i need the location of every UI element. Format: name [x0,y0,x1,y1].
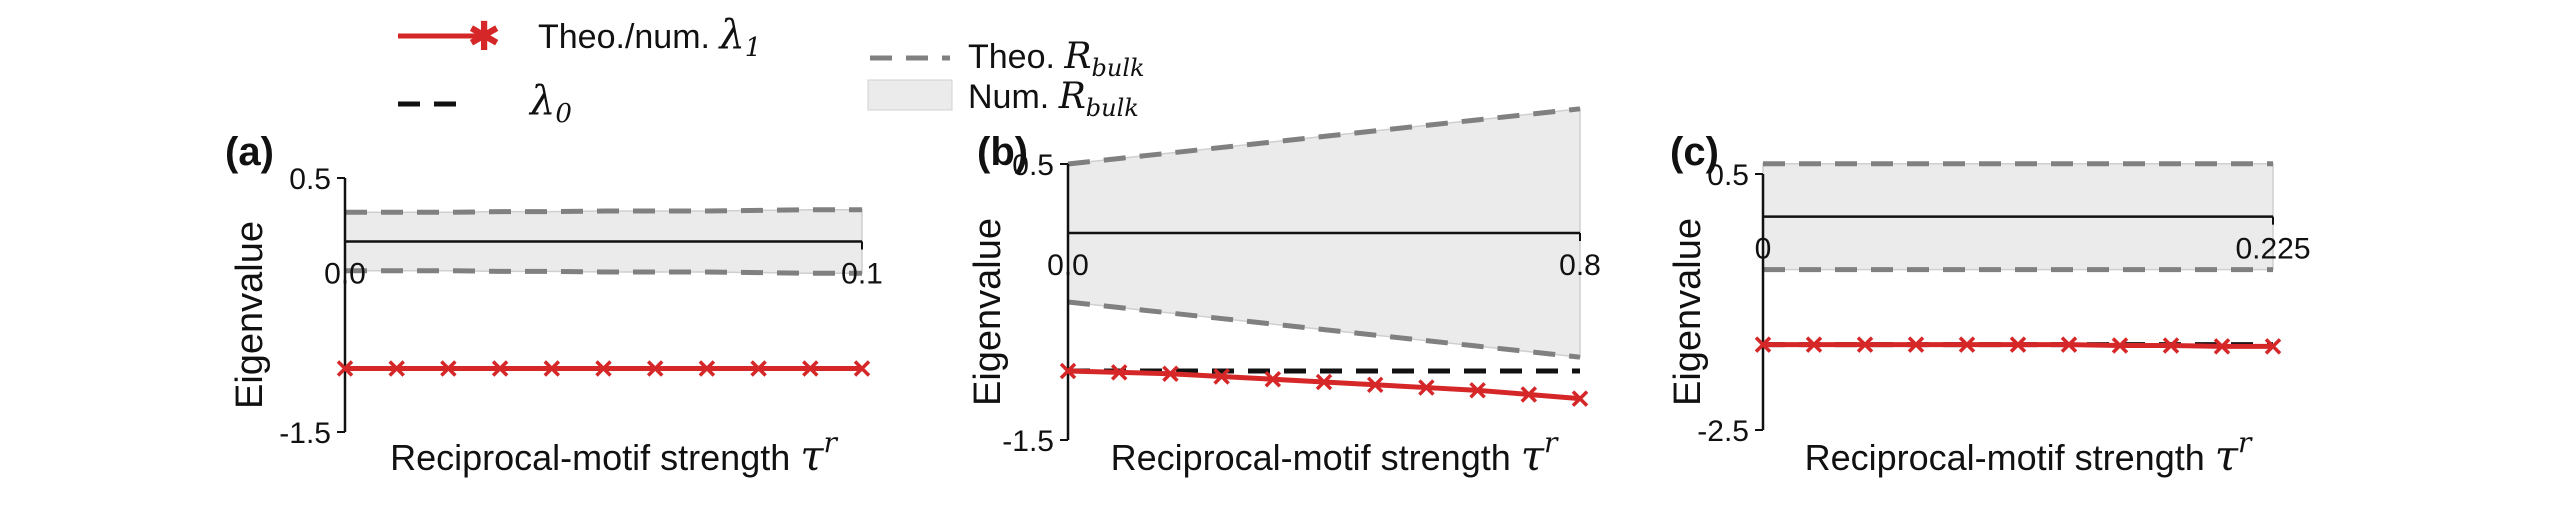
lambda1-point [698,360,716,377]
lambda1-point [2162,337,2180,354]
y-axis-label: Eigenvalue [967,218,1009,406]
x-tick-label: 0.225 [2235,233,2310,266]
x-tick-label: 0.0 [1047,249,1089,282]
lambda1-point [802,360,819,377]
lambda1-point [2264,338,2282,355]
legend-marker-lambda1: ✱ [467,14,501,60]
lambda1-point [750,360,767,377]
panel-label: (c) [1670,130,1719,174]
chart-panel-2: 0.5 -2.5 0 0.225 (c) Eigenvalue Reciprocal-mot… [1667,130,2311,480]
bulk-lower-theo-line [345,268,862,276]
chart-panel-0: 0.5 -1.5 0.0 0.1 (a) Eigenvalue Reciprocal-mot… [225,130,883,480]
lambda1-point [1315,373,1333,391]
lambda1-point [336,360,354,377]
legend: ✱ Theo./num. λ1 λ0 Theo. Rbulk Num. Rbul… [398,12,1145,129]
lambda1-point [2060,336,2078,353]
lambda1-point [1110,364,1128,381]
lambda1-point [1162,365,1179,382]
x-tick-label: 0.1 [841,258,883,291]
legend-item-lambda0: λ0 [398,78,572,129]
lambda1-point [1805,336,1823,353]
chart-panel-1: 0.5 -1.5 0.0 0.8 (b) Eigenvalue Reciprocal-mot… [967,106,1601,480]
x-axis-label: Reciprocal-motif strength τr [390,426,838,480]
bulk-upper-theo-line [345,207,862,215]
lambda1-point [1264,371,1282,388]
x-tick-label: 0 [1755,233,1772,266]
panel-label: (a) [225,130,274,174]
lambda1-point [646,360,664,377]
legend-item-lambda1: ✱ Theo./num. λ1 [398,12,761,63]
y-tick-label: -1.5 [1002,425,1054,458]
lambda1-point [2111,337,2129,354]
lambda1-point [595,360,612,377]
x-tick-label: 0.0 [324,258,366,291]
y-tick-label: 0.5 [289,163,331,196]
lambda1-point [388,360,405,377]
x-tick-label: 0.8 [1559,249,1601,282]
lambda1-point [1469,382,1486,399]
legend-swatch-num-bulk [867,79,953,111]
lambda1-point [2009,336,2027,353]
y-axis-label: Eigenvalue [229,221,271,409]
lambda1-point [1754,336,1772,353]
panel-label: (b) [977,130,1028,174]
lambda1-point [440,360,457,377]
lambda1-point [1366,376,1384,394]
lambda1-point [853,360,871,377]
y-axis-label: Eigenvalue [1667,218,1709,406]
x-axis-label: Reciprocal-motif strength τr [1805,426,2253,480]
legend-label-theo-bulk: Theo. Rbulk [968,36,1145,82]
lambda1-point [1571,390,1589,407]
lambda1-point [1520,386,1538,403]
lambda1-point [1958,336,1976,353]
lambda1-line [1067,368,1581,402]
lambda1-point [1059,362,1077,380]
x-axis-label: Reciprocal-motif strength τr [1111,426,1559,480]
lambda1-point [1418,379,1435,396]
legend-label-num-bulk: Num. Rbulk [968,76,1139,122]
lambda1-point [1907,336,1925,353]
y-tick-label: -2.5 [1697,415,1749,448]
chart-panels: 0.5 -1.5 0.0 0.1 (a) Eigenvalue Reciprocal-mot… [225,106,2311,480]
legend-label-lambda0: λ0 [528,78,572,129]
legend-item-theo-bulk: Theo. Rbulk [870,36,1145,82]
legend-label-lambda1: Theo./num. λ1 [538,12,761,63]
lambda1-point [491,360,509,377]
lambda1-point [1213,368,1230,385]
y-tick-label: 0.5 [1012,149,1054,182]
bulk-upper-theo-line [1067,106,1581,167]
y-tick-label: 0.5 [1707,159,1749,192]
bulk-lower-theo-line [1067,299,1581,360]
lambda1-point [543,360,561,377]
lambda1-point [2213,338,2231,355]
lambda1-point [1856,336,1874,353]
y-tick-label: -1.5 [279,417,331,450]
legend-item-num-bulk: Num. Rbulk [867,76,1139,122]
